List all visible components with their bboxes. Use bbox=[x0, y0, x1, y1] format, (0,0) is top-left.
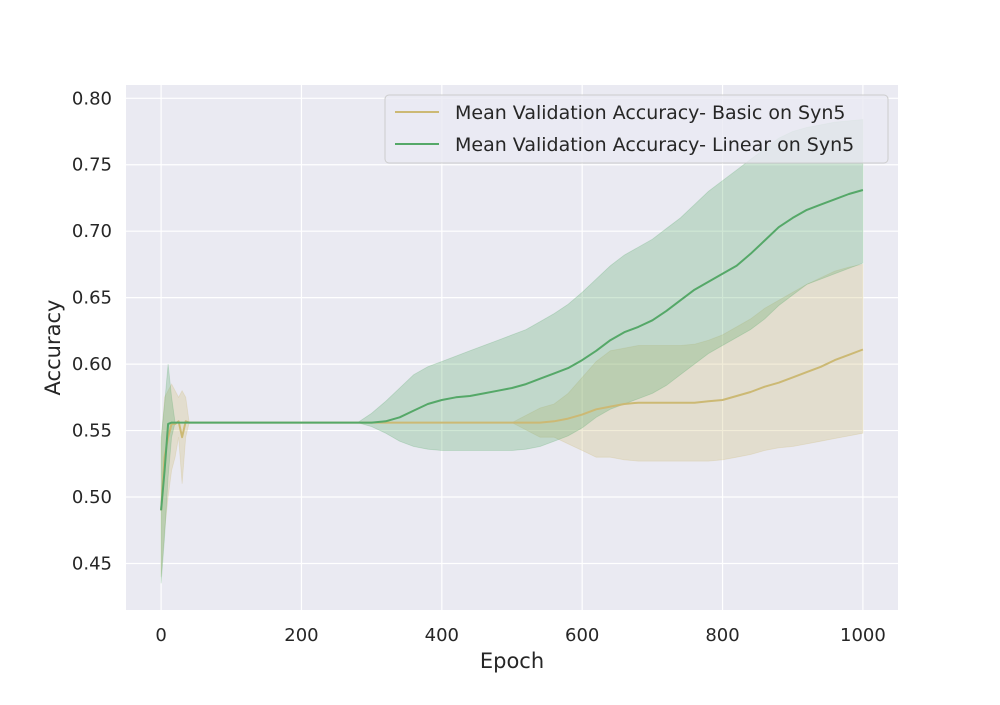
x-axis-ticks: 0 200 400 600 800 1000 bbox=[155, 625, 885, 646]
y-tick-label: 0.50 bbox=[72, 487, 112, 508]
line-series-0 bbox=[160, 348, 864, 511]
legend-box bbox=[384, 94, 889, 164]
y-tick-label: 0.70 bbox=[72, 221, 112, 242]
legend-label: Mean Validation Accuracy- Basic on Syn5 bbox=[455, 102, 845, 124]
x-tick-label: 600 bbox=[565, 625, 599, 646]
y-axis-ticks: 0.45 0.50 0.55 0.60 0.65 0.70 0.75 0.80 bbox=[72, 88, 112, 574]
y-tick-label: 0.80 bbox=[72, 88, 112, 109]
y-tick-label: 0.45 bbox=[72, 553, 112, 574]
x-tick-label: 400 bbox=[425, 625, 459, 646]
band-series-1 bbox=[160, 119, 864, 584]
y-tick-label: 0.60 bbox=[72, 354, 112, 375]
plot-area bbox=[126, 85, 898, 610]
line-series-1 bbox=[160, 189, 864, 511]
x-tick-label: 0 bbox=[155, 625, 166, 646]
series-lines bbox=[160, 189, 864, 511]
y-tick-label: 0.65 bbox=[72, 288, 112, 309]
y-tick-label: 0.55 bbox=[72, 421, 112, 442]
y-axis-label: Accuracy bbox=[41, 300, 65, 396]
legend: Mean Validation Accuracy- Basic on Syn5 M… bbox=[384, 94, 889, 164]
y-tick-label: 0.75 bbox=[72, 155, 112, 176]
x-tick-label: 200 bbox=[284, 625, 318, 646]
x-tick-label: 800 bbox=[705, 625, 739, 646]
x-tick-label: 1000 bbox=[840, 625, 886, 646]
legend-label: Mean Validation Accuracy- Linear on Syn5 bbox=[455, 134, 854, 156]
x-axis-label: Epoch bbox=[480, 649, 544, 673]
